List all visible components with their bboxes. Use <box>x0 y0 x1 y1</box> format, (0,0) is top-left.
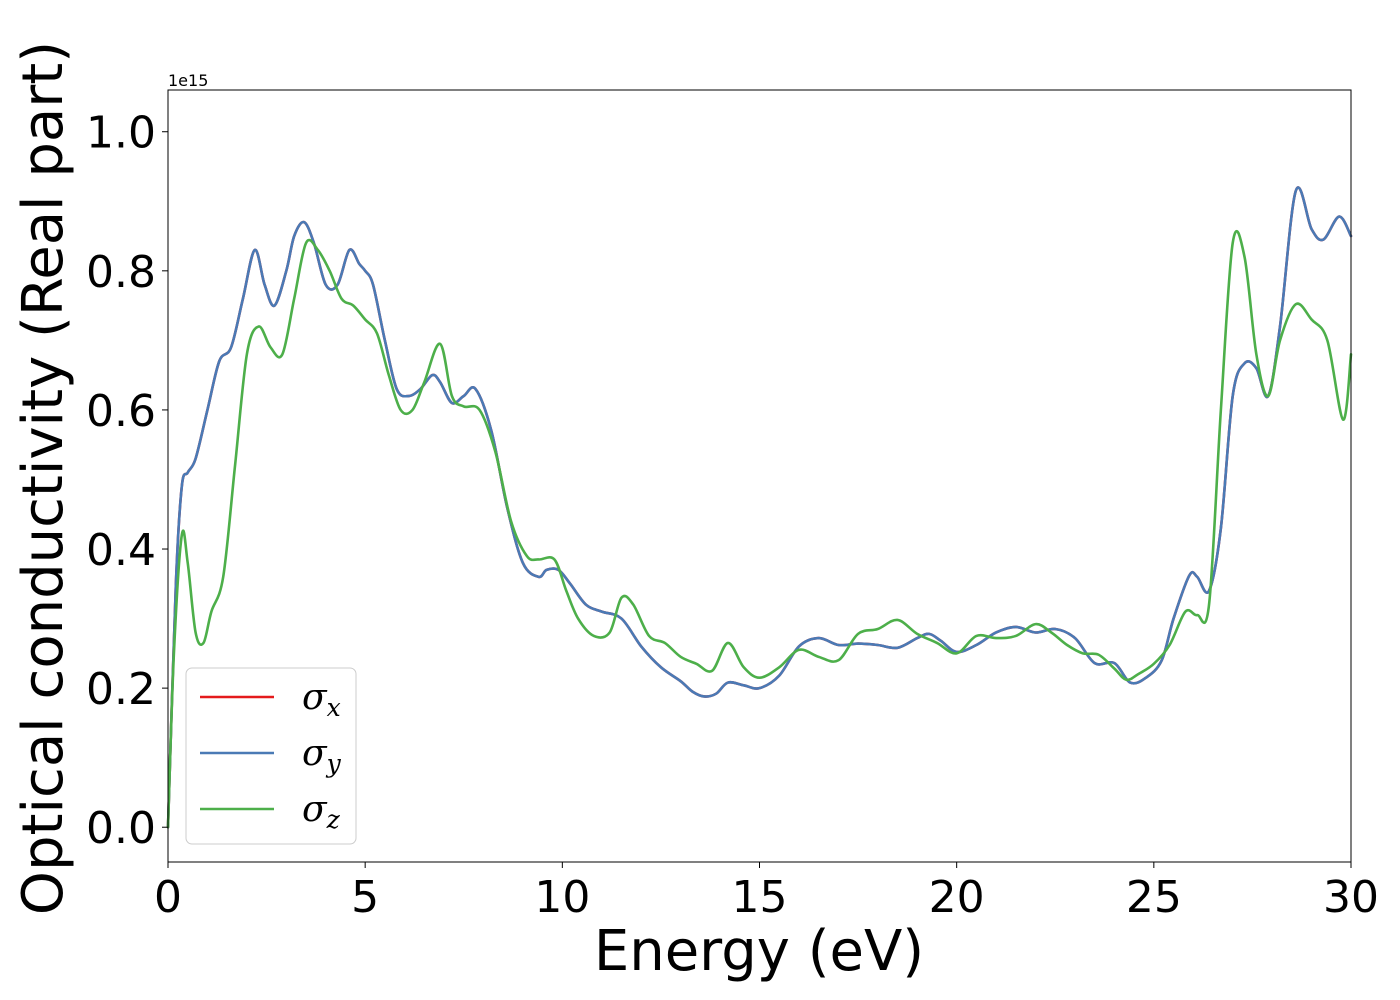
y-tick-label: 1.0 <box>86 108 156 159</box>
series-line-y <box>166 186 1353 829</box>
series-line-z <box>166 229 1353 829</box>
series-layer <box>166 186 1353 829</box>
x-tick-label: 0 <box>154 872 182 923</box>
y-axis-title: Optical conductivity (Real part) <box>11 41 76 915</box>
legend-box <box>185 667 357 845</box>
x-tick-label: 30 <box>1323 872 1379 923</box>
x-tick-label: 25 <box>1126 872 1182 923</box>
x-tick-label: 10 <box>534 872 590 923</box>
offset-label: 1e15 <box>168 71 208 90</box>
x-axis-ticks: 0 5 10 15 20 25 30 <box>154 862 1379 923</box>
y-tick-label: 0.6 <box>86 386 156 437</box>
x-axis-title: Energy (eV) <box>594 919 924 984</box>
y-tick-label: 0.0 <box>86 803 156 854</box>
y-tick-label: 0.8 <box>86 247 156 298</box>
y-axis-ticks: 0.0 0.2 0.4 0.6 0.8 1.0 <box>86 108 168 854</box>
x-tick-label: 5 <box>351 872 379 923</box>
y-tick-label: 0.4 <box>86 525 156 576</box>
legend-label-x: σx <box>302 677 341 722</box>
x-tick-label: 20 <box>929 872 985 923</box>
y-tick-label: 0.2 <box>86 664 156 715</box>
x-tick-label: 15 <box>732 872 788 923</box>
